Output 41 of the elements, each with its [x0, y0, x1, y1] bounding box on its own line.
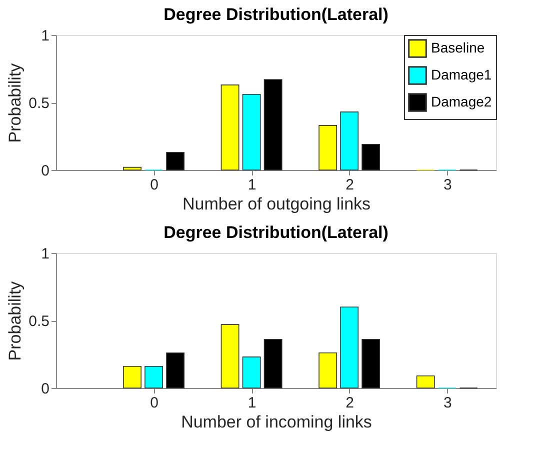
bar [123, 166, 142, 170]
bar [340, 112, 359, 170]
bar [166, 352, 184, 388]
x-axis-title: Number of outgoing links [182, 194, 371, 214]
x-tick-label: 2 [346, 176, 354, 194]
x-tick-label: 3 [443, 394, 452, 412]
bar [362, 339, 380, 388]
y-axis-title: Probability [6, 280, 25, 361]
x-tick-label: 0 [150, 176, 158, 194]
y-tick-label: 0.5 [28, 313, 50, 330]
y-tick-label: 0.5 [28, 95, 50, 112]
bar [220, 84, 240, 170]
x-axis-title: Number of incoming links [181, 412, 372, 432]
bar [416, 375, 435, 388]
bar [123, 366, 142, 388]
bar [242, 356, 261, 388]
bar [318, 352, 338, 388]
bar [144, 366, 163, 388]
bar [220, 324, 240, 388]
y-tick-label: 0 [41, 162, 50, 180]
bar [340, 306, 359, 388]
y-tick-label: 1 [41, 28, 50, 44]
legend-label: Damage2 [431, 94, 492, 110]
chart-title: Degree Distribution(Lateral) [164, 5, 388, 24]
y-tick-label: 1 [41, 246, 50, 262]
x-tick-label: 2 [346, 394, 354, 412]
bar [264, 339, 282, 388]
x-tick-label: 1 [248, 394, 256, 412]
legend-label: Damage1 [431, 66, 492, 82]
y-axis-title: Probability [6, 62, 25, 143]
bar [166, 152, 184, 170]
bar [264, 79, 282, 170]
bar [362, 144, 380, 170]
x-tick-label: 1 [248, 176, 256, 194]
x-tick-label: 3 [443, 176, 452, 194]
bar [318, 125, 338, 170]
bar [242, 94, 261, 170]
chart-title: Degree Distribution(Lateral) [164, 223, 388, 242]
y-tick-label: 0 [41, 380, 50, 398]
x-tick-label: 0 [150, 394, 158, 412]
legend-label: Baseline [431, 40, 485, 56]
